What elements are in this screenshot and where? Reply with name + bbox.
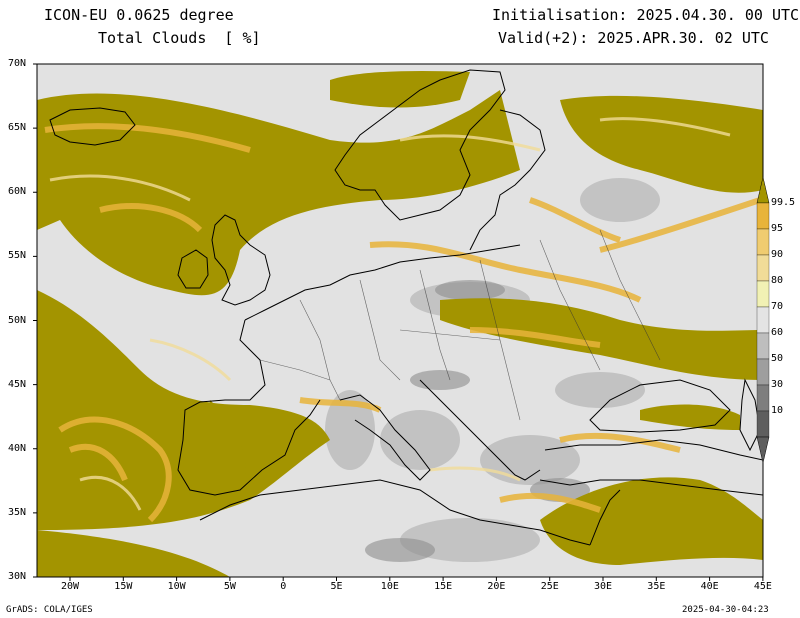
colorbar-segment (756, 254, 770, 282)
colorbar-segment (756, 410, 770, 438)
colorbar-label: 30 (771, 379, 784, 390)
lat-label: 35N (8, 506, 27, 518)
lon-label: 10E (380, 581, 399, 592)
lon-label: 45E (753, 581, 772, 592)
lon-label: 20W (61, 581, 80, 592)
lon-label: 40E (700, 581, 719, 592)
colorbar-label: 80 (771, 275, 784, 286)
colorbar-segment (756, 332, 770, 360)
colorbar-bottom-arrow (756, 436, 770, 464)
lat-label: 65N (8, 122, 27, 134)
cloud-field (37, 64, 763, 577)
lon-label: 30E (594, 581, 613, 592)
colorbar-label: 10 (771, 405, 784, 416)
colorbar-segment (756, 228, 770, 256)
lat-label: 70N (8, 58, 27, 69)
render-timestamp: 2025-04-30-04:23 (682, 605, 769, 615)
colorbar (756, 176, 770, 464)
colorbar-segment (756, 306, 770, 334)
lat-label: 55N (8, 250, 27, 262)
lon-label: 0 (280, 581, 287, 592)
colorbar-label: 70 (771, 301, 784, 312)
colorbar-segment (756, 384, 770, 412)
grads-credit: GrADS: COLA/IGES (6, 605, 93, 615)
colorbar-label: 95 (771, 223, 784, 234)
colorbar-segment (756, 358, 770, 386)
valid-time: Valid(+2): 2025.APR.30. 02 UTC (498, 29, 769, 47)
colorbar-label: 90 (771, 249, 784, 260)
coastlines (49, 69, 763, 546)
lon-label: 5E (330, 581, 343, 592)
lat-label: 50N (8, 314, 27, 326)
lat-label: 45N (8, 378, 27, 390)
lon-label: 5W (223, 581, 236, 592)
lon-label: 15E (434, 581, 453, 592)
colorbar-label: 50 (771, 353, 784, 364)
lon-label: 35E (647, 581, 666, 592)
colorbar-label: 60 (771, 327, 784, 338)
lat-label: 40N (8, 442, 27, 454)
lon-label: 15W (114, 581, 133, 592)
lat-label: 30N (8, 571, 27, 582)
model-title: ICON-EU 0.0625 degree (44, 6, 234, 24)
colorbar-segment (756, 202, 770, 230)
variable-title: Total Clouds [ %] (98, 29, 261, 47)
colorbar-segment (756, 280, 770, 308)
lon-label: 25E (540, 581, 559, 592)
lat-label: 60N (8, 186, 27, 198)
lon-label: 10W (167, 581, 186, 592)
colorbar-label: 99.5 (771, 197, 796, 208)
lon-label: 20E (487, 581, 506, 592)
init-time: Initialisation: 2025.04.30. 00 UTC (492, 6, 800, 24)
